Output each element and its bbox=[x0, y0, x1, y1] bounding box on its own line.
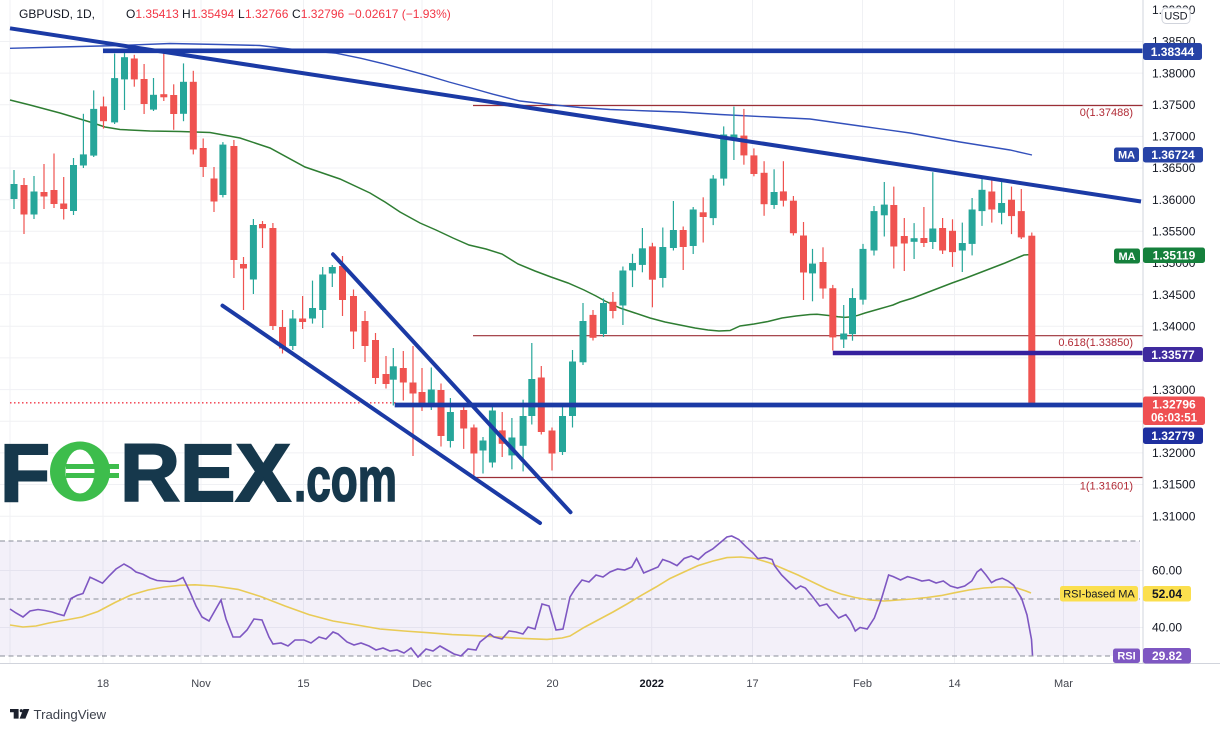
svg-text:17: 17 bbox=[746, 678, 758, 690]
svg-text:C: C bbox=[292, 7, 301, 21]
svg-text:60.00: 60.00 bbox=[1152, 564, 1182, 578]
svg-text:1.32796: 1.32796 bbox=[1152, 398, 1196, 412]
svg-text:1.36724: 1.36724 bbox=[1151, 148, 1195, 162]
svg-text:1.35119: 1.35119 bbox=[1153, 249, 1196, 263]
svg-text:1.34500: 1.34500 bbox=[1152, 288, 1196, 302]
svg-text:L: L bbox=[238, 7, 245, 21]
svg-text:1.31000: 1.31000 bbox=[1152, 509, 1196, 523]
svg-text:1.32766: 1.32766 bbox=[245, 7, 289, 21]
svg-text:1.32000: 1.32000 bbox=[1152, 446, 1196, 460]
svg-text:1.36500: 1.36500 bbox=[1152, 161, 1196, 175]
svg-text:1.35500: 1.35500 bbox=[1152, 225, 1196, 239]
svg-text:TradingView: TradingView bbox=[34, 707, 107, 722]
svg-text:20: 20 bbox=[546, 678, 558, 690]
svg-text:29.82: 29.82 bbox=[1152, 649, 1182, 663]
svg-text:15: 15 bbox=[297, 678, 309, 690]
svg-text:18: 18 bbox=[97, 678, 109, 690]
svg-text:1.35494: 1.35494 bbox=[191, 7, 235, 21]
svg-text:52.04: 52.04 bbox=[1152, 587, 1182, 601]
svg-text:1.37000: 1.37000 bbox=[1152, 130, 1196, 144]
svg-text:06:03:51: 06:03:51 bbox=[1151, 413, 1198, 425]
svg-text:1.31500: 1.31500 bbox=[1152, 478, 1196, 492]
svg-text:RSI: RSI bbox=[1117, 651, 1135, 663]
svg-text:14: 14 bbox=[948, 678, 960, 690]
svg-text:1.38000: 1.38000 bbox=[1152, 66, 1196, 80]
svg-text:Mar: Mar bbox=[1054, 678, 1073, 690]
svg-text:0.618(1.33850): 0.618(1.33850) bbox=[1058, 337, 1133, 349]
svg-text:F: F bbox=[0, 428, 50, 519]
svg-text:MA: MA bbox=[1118, 150, 1135, 162]
svg-text:−0.02617 (−1.93%): −0.02617 (−1.93%) bbox=[348, 7, 451, 21]
svg-text:Nov: Nov bbox=[191, 678, 211, 690]
svg-text:O: O bbox=[126, 7, 135, 21]
svg-text:H: H bbox=[182, 7, 191, 21]
svg-text:1.36000: 1.36000 bbox=[1152, 193, 1196, 207]
svg-text:Dec: Dec bbox=[412, 678, 432, 690]
svg-text:2022: 2022 bbox=[639, 678, 663, 690]
svg-text:1.32796: 1.32796 bbox=[301, 7, 345, 21]
svg-text:40.00: 40.00 bbox=[1152, 621, 1182, 635]
svg-text:1(1.31601): 1(1.31601) bbox=[1080, 481, 1133, 493]
svg-text:Feb: Feb bbox=[853, 678, 872, 690]
svg-text:GBPUSD, 1D,: GBPUSD, 1D, bbox=[19, 7, 95, 21]
svg-text:.com: .com bbox=[294, 446, 397, 515]
svg-text:1.32779: 1.32779 bbox=[1151, 429, 1195, 443]
svg-text:1.33000: 1.33000 bbox=[1152, 383, 1196, 397]
svg-text:MA: MA bbox=[1118, 251, 1135, 263]
svg-text:1.38344: 1.38344 bbox=[1151, 45, 1195, 59]
svg-text:1.37500: 1.37500 bbox=[1152, 98, 1196, 112]
svg-text:0(1.37488): 0(1.37488) bbox=[1080, 107, 1133, 119]
svg-text:RSI-based MA: RSI-based MA bbox=[1063, 589, 1135, 601]
svg-text:1.33577: 1.33577 bbox=[1151, 348, 1195, 362]
svg-text:REX: REX bbox=[120, 428, 291, 519]
svg-text:1.35413: 1.35413 bbox=[135, 7, 179, 21]
svg-text:1.34000: 1.34000 bbox=[1152, 320, 1196, 334]
svg-text:USD: USD bbox=[1164, 11, 1187, 23]
